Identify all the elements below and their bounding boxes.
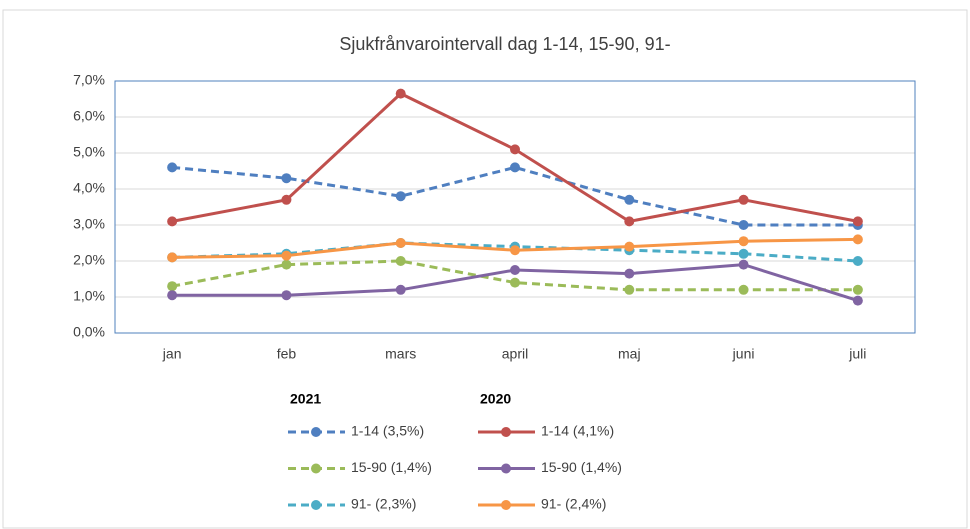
- data-point: [852, 216, 863, 227]
- legend-label: 15-90 (1,4%): [541, 459, 622, 475]
- x-tick-label: jan: [162, 346, 182, 362]
- data-point: [738, 259, 749, 270]
- x-tick-label: maj: [618, 346, 641, 362]
- y-tick-label: 6,0%: [73, 108, 105, 124]
- legend-marker: [311, 427, 321, 437]
- data-point: [167, 290, 178, 301]
- data-point: [852, 234, 863, 245]
- data-point: [738, 236, 749, 247]
- data-point: [281, 259, 292, 270]
- data-point: [738, 220, 749, 230]
- data-point: [395, 191, 406, 202]
- y-tick-label: 3,0%: [73, 216, 105, 232]
- data-point: [624, 284, 635, 295]
- legend-marker: [311, 463, 321, 474]
- data-point: [395, 238, 406, 248]
- legend-marker: [501, 463, 511, 474]
- data-point: [510, 162, 520, 173]
- x-tick-label: mars: [385, 346, 416, 362]
- data-point: [395, 284, 406, 295]
- legend-marker: [501, 427, 511, 437]
- y-tick-label: 5,0%: [73, 144, 105, 160]
- legend-group-title: 2020: [480, 391, 511, 407]
- data-point: [281, 290, 292, 301]
- legend-group-title: 2021: [290, 391, 321, 407]
- legend-label: 91- (2,4%): [541, 496, 606, 512]
- data-point: [395, 88, 406, 99]
- x-tick-label: juli: [848, 346, 866, 362]
- data-point: [510, 144, 520, 155]
- data-point: [167, 281, 178, 292]
- data-point: [167, 216, 178, 227]
- legend-label: 15-90 (1,4%): [351, 459, 432, 475]
- x-tick-label: feb: [277, 346, 297, 362]
- data-point: [510, 265, 520, 275]
- data-point: [624, 268, 635, 279]
- y-tick-label: 4,0%: [73, 180, 105, 196]
- x-tick-label: juni: [732, 346, 755, 362]
- y-tick-label: 7,0%: [73, 72, 105, 88]
- data-point: [624, 216, 635, 227]
- data-point: [738, 284, 749, 295]
- legend-marker: [311, 500, 321, 510]
- legend-label: 91- (2,3%): [351, 496, 416, 512]
- legend-label: 1-14 (3,5%): [351, 423, 424, 439]
- y-tick-label: 1,0%: [73, 288, 105, 304]
- data-point: [281, 194, 292, 205]
- data-point: [167, 162, 178, 173]
- chart-title: Sjukfrånvarointervall dag 1-14, 15-90, 9…: [339, 34, 670, 54]
- data-point: [510, 277, 520, 288]
- data-point: [624, 194, 635, 205]
- data-point: [852, 295, 863, 306]
- x-tick-label: april: [502, 346, 528, 362]
- data-point: [852, 284, 863, 295]
- legend-label: 1-14 (4,1%): [541, 423, 614, 439]
- data-point: [738, 248, 749, 259]
- data-point: [395, 256, 406, 266]
- data-point: [510, 245, 520, 256]
- data-point: [167, 252, 178, 263]
- y-tick-label: 0,0%: [73, 324, 105, 340]
- y-tick-label: 2,0%: [73, 252, 105, 268]
- data-point: [852, 256, 863, 266]
- data-point: [624, 241, 635, 252]
- data-point: [738, 194, 749, 205]
- chart-frame: [2, 9, 968, 529]
- plot-border: [114, 80, 916, 334]
- data-point: [281, 173, 292, 184]
- legend-marker: [501, 500, 511, 510]
- data-point: [281, 250, 292, 261]
